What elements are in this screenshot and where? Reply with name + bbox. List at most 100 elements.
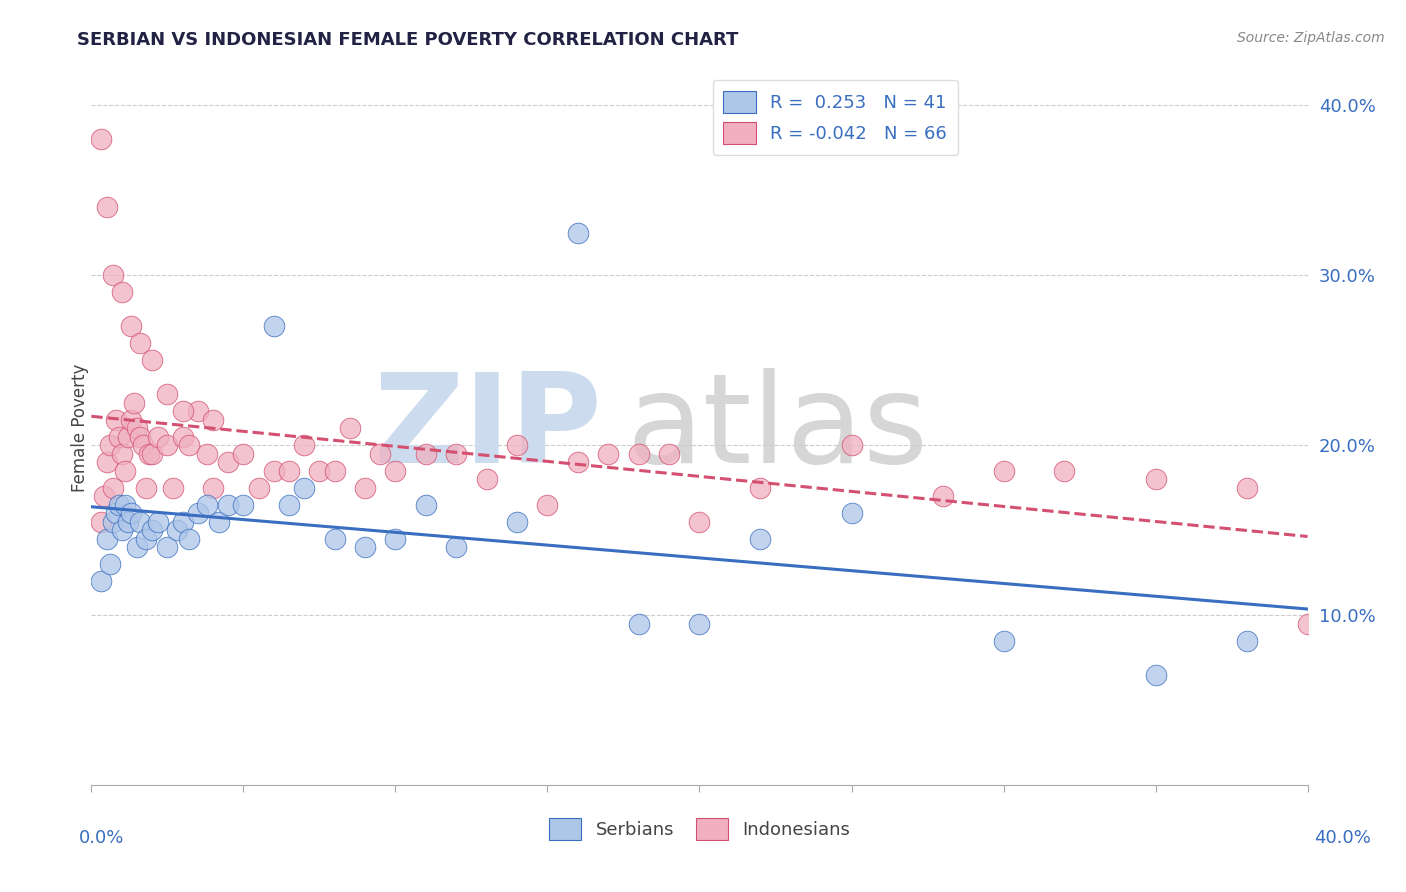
Point: [125, 540, 148, 554]
Point: [339, 421, 361, 435]
Point: [278, 498, 301, 512]
Point: [841, 506, 863, 520]
Y-axis label: Female Poverty: Female Poverty: [72, 364, 89, 492]
Point: [93, 489, 115, 503]
Point: [506, 438, 529, 452]
Point: [166, 523, 188, 537]
Point: [172, 515, 194, 529]
Point: [117, 430, 139, 444]
Point: [120, 412, 142, 426]
Point: [89, 574, 111, 588]
Point: [384, 532, 406, 546]
Point: [156, 438, 179, 452]
Point: [114, 464, 136, 478]
Point: [1236, 633, 1258, 648]
Point: [156, 540, 179, 554]
Point: [187, 404, 209, 418]
Text: SERBIAN VS INDONESIAN FEMALE POVERTY CORRELATION CHART: SERBIAN VS INDONESIAN FEMALE POVERTY COR…: [77, 31, 738, 49]
Point: [202, 412, 225, 426]
Point: [444, 540, 467, 554]
Point: [308, 464, 330, 478]
Point: [749, 481, 772, 495]
Point: [993, 464, 1015, 478]
Point: [1296, 616, 1319, 631]
Point: [195, 447, 218, 461]
Point: [263, 464, 285, 478]
Point: [114, 498, 136, 512]
Point: [98, 557, 121, 571]
Point: [841, 438, 863, 452]
Point: [415, 447, 437, 461]
Text: atlas: atlas: [627, 368, 928, 489]
Point: [1144, 667, 1167, 681]
Point: [135, 481, 157, 495]
Point: [931, 489, 953, 503]
Point: [217, 498, 239, 512]
Text: ZIP: ZIP: [374, 368, 602, 489]
Point: [506, 515, 529, 529]
Point: [567, 226, 589, 240]
Point: [172, 430, 194, 444]
Point: [129, 430, 152, 444]
Point: [120, 319, 142, 334]
Text: 40.0%: 40.0%: [1315, 829, 1371, 847]
Point: [89, 515, 111, 529]
Point: [141, 353, 163, 368]
Point: [96, 455, 118, 469]
Point: [627, 616, 650, 631]
Point: [993, 633, 1015, 648]
Point: [129, 336, 152, 351]
Point: [135, 532, 157, 546]
Point: [111, 285, 134, 300]
Text: Source: ZipAtlas.com: Source: ZipAtlas.com: [1237, 31, 1385, 45]
Point: [208, 515, 231, 529]
Point: [247, 481, 270, 495]
Point: [232, 498, 254, 512]
Point: [104, 506, 127, 520]
Point: [323, 464, 346, 478]
Point: [132, 438, 155, 452]
Point: [177, 438, 200, 452]
Point: [1053, 464, 1076, 478]
Point: [187, 506, 209, 520]
Point: [138, 447, 160, 461]
Point: [415, 498, 437, 512]
Point: [120, 506, 142, 520]
Point: [536, 498, 558, 512]
Text: 0.0%: 0.0%: [79, 829, 124, 847]
Point: [107, 430, 129, 444]
Point: [107, 498, 129, 512]
Point: [101, 268, 124, 283]
Point: [232, 447, 254, 461]
Point: [749, 532, 772, 546]
Point: [263, 319, 285, 334]
Point: [101, 515, 124, 529]
Point: [368, 447, 391, 461]
Point: [111, 523, 134, 537]
Point: [122, 395, 145, 409]
Point: [148, 430, 170, 444]
Point: [688, 616, 710, 631]
Point: [98, 438, 121, 452]
Point: [117, 515, 139, 529]
Point: [567, 455, 589, 469]
Point: [101, 481, 124, 495]
Point: [129, 515, 152, 529]
Point: [141, 447, 163, 461]
Point: [141, 523, 163, 537]
Point: [292, 481, 315, 495]
Point: [444, 447, 467, 461]
Point: [598, 447, 620, 461]
Point: [177, 532, 200, 546]
Point: [688, 515, 710, 529]
Point: [658, 447, 681, 461]
Point: [1236, 481, 1258, 495]
Point: [156, 387, 179, 401]
Point: [172, 404, 194, 418]
Point: [292, 438, 315, 452]
Point: [627, 447, 650, 461]
Point: [104, 412, 127, 426]
Point: [1144, 472, 1167, 486]
Point: [323, 532, 346, 546]
Legend: Serbians, Indonesians: Serbians, Indonesians: [541, 811, 858, 847]
